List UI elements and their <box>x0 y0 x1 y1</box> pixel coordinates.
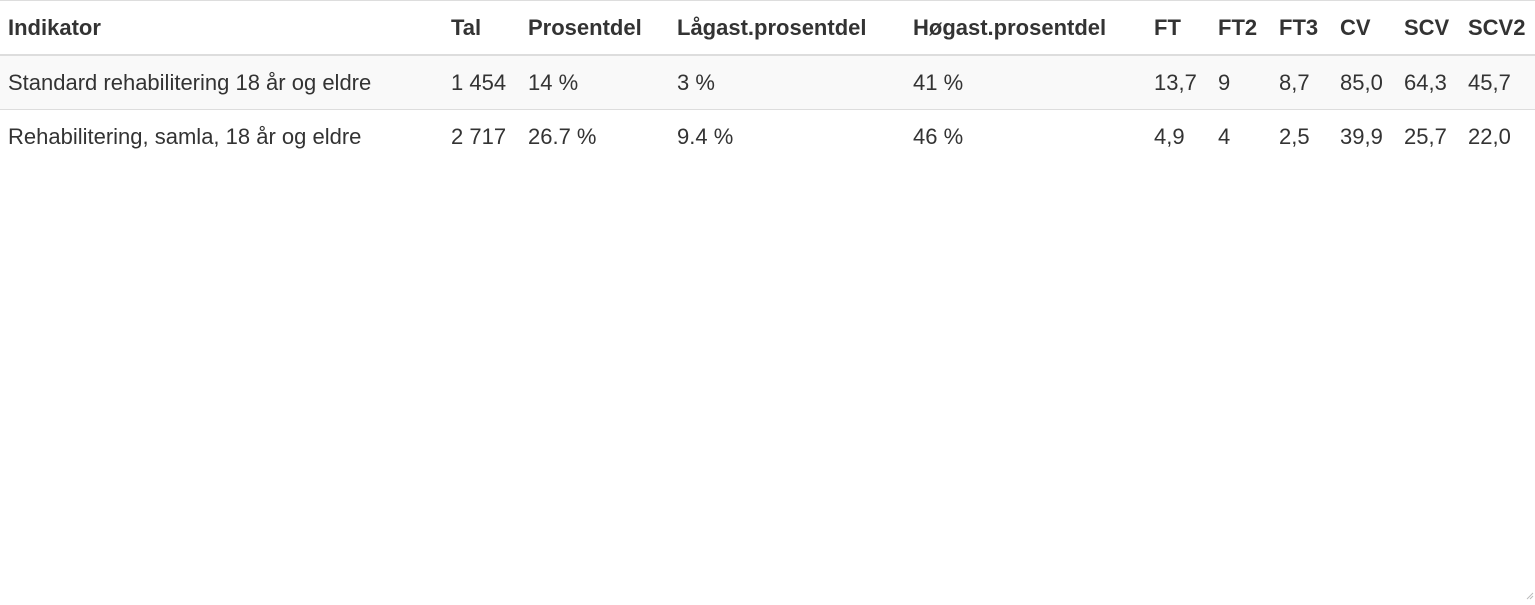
cell-cv: 39,9 <box>1332 109 1396 163</box>
column-header-cv[interactable]: CV <box>1332 1 1396 56</box>
cell-ft2: 9 <box>1210 55 1271 110</box>
column-header-ft[interactable]: FT <box>1146 1 1210 56</box>
cell-indikator: Standard rehabilitering 18 år og eldre <box>0 55 443 110</box>
cell-ft3: 2,5 <box>1271 109 1332 163</box>
cell-prosentdel: 26.7 % <box>520 109 669 163</box>
table-row: Standard rehabilitering 18 år og eldre 1… <box>0 55 1535 110</box>
column-header-ft2[interactable]: FT2 <box>1210 1 1271 56</box>
cell-ft3: 8,7 <box>1271 55 1332 110</box>
cell-lagast-prosentdel: 3 % <box>669 55 905 110</box>
resize-grip-icon[interactable] <box>1524 587 1534 600</box>
data-table-container: Indikator Tal Prosentdel Lågast.prosentd… <box>0 0 1535 163</box>
cell-scv2: 45,7 <box>1460 55 1535 110</box>
cell-hogast-prosentdel: 41 % <box>905 55 1146 110</box>
column-header-scv[interactable]: SCV <box>1396 1 1460 56</box>
column-header-ft3[interactable]: FT3 <box>1271 1 1332 56</box>
column-header-indikator[interactable]: Indikator <box>0 1 443 56</box>
column-header-lagast-prosentdel[interactable]: Lågast.prosentdel <box>669 1 905 56</box>
table-body: Standard rehabilitering 18 år og eldre 1… <box>0 55 1535 163</box>
column-header-scv2[interactable]: SCV2 <box>1460 1 1535 56</box>
cell-lagast-prosentdel: 9.4 % <box>669 109 905 163</box>
cell-tal: 1 454 <box>443 55 520 110</box>
cell-scv2: 22,0 <box>1460 109 1535 163</box>
cell-tal: 2 717 <box>443 109 520 163</box>
column-header-tal[interactable]: Tal <box>443 1 520 56</box>
cell-hogast-prosentdel: 46 % <box>905 109 1146 163</box>
table-row: Rehabilitering, samla, 18 år og eldre 2 … <box>0 109 1535 163</box>
header-row: Indikator Tal Prosentdel Lågast.prosentd… <box>0 1 1535 56</box>
cell-scv: 64,3 <box>1396 55 1460 110</box>
cell-prosentdel: 14 % <box>520 55 669 110</box>
cell-indikator: Rehabilitering, samla, 18 år og eldre <box>0 109 443 163</box>
cell-scv: 25,7 <box>1396 109 1460 163</box>
column-header-hogast-prosentdel[interactable]: Høgast.prosentdel <box>905 1 1146 56</box>
column-header-prosentdel[interactable]: Prosentdel <box>520 1 669 56</box>
cell-ft: 13,7 <box>1146 55 1210 110</box>
cell-ft2: 4 <box>1210 109 1271 163</box>
cell-ft: 4,9 <box>1146 109 1210 163</box>
table-header: Indikator Tal Prosentdel Lågast.prosentd… <box>0 1 1535 56</box>
cell-cv: 85,0 <box>1332 55 1396 110</box>
indicator-table: Indikator Tal Prosentdel Lågast.prosentd… <box>0 1 1535 163</box>
